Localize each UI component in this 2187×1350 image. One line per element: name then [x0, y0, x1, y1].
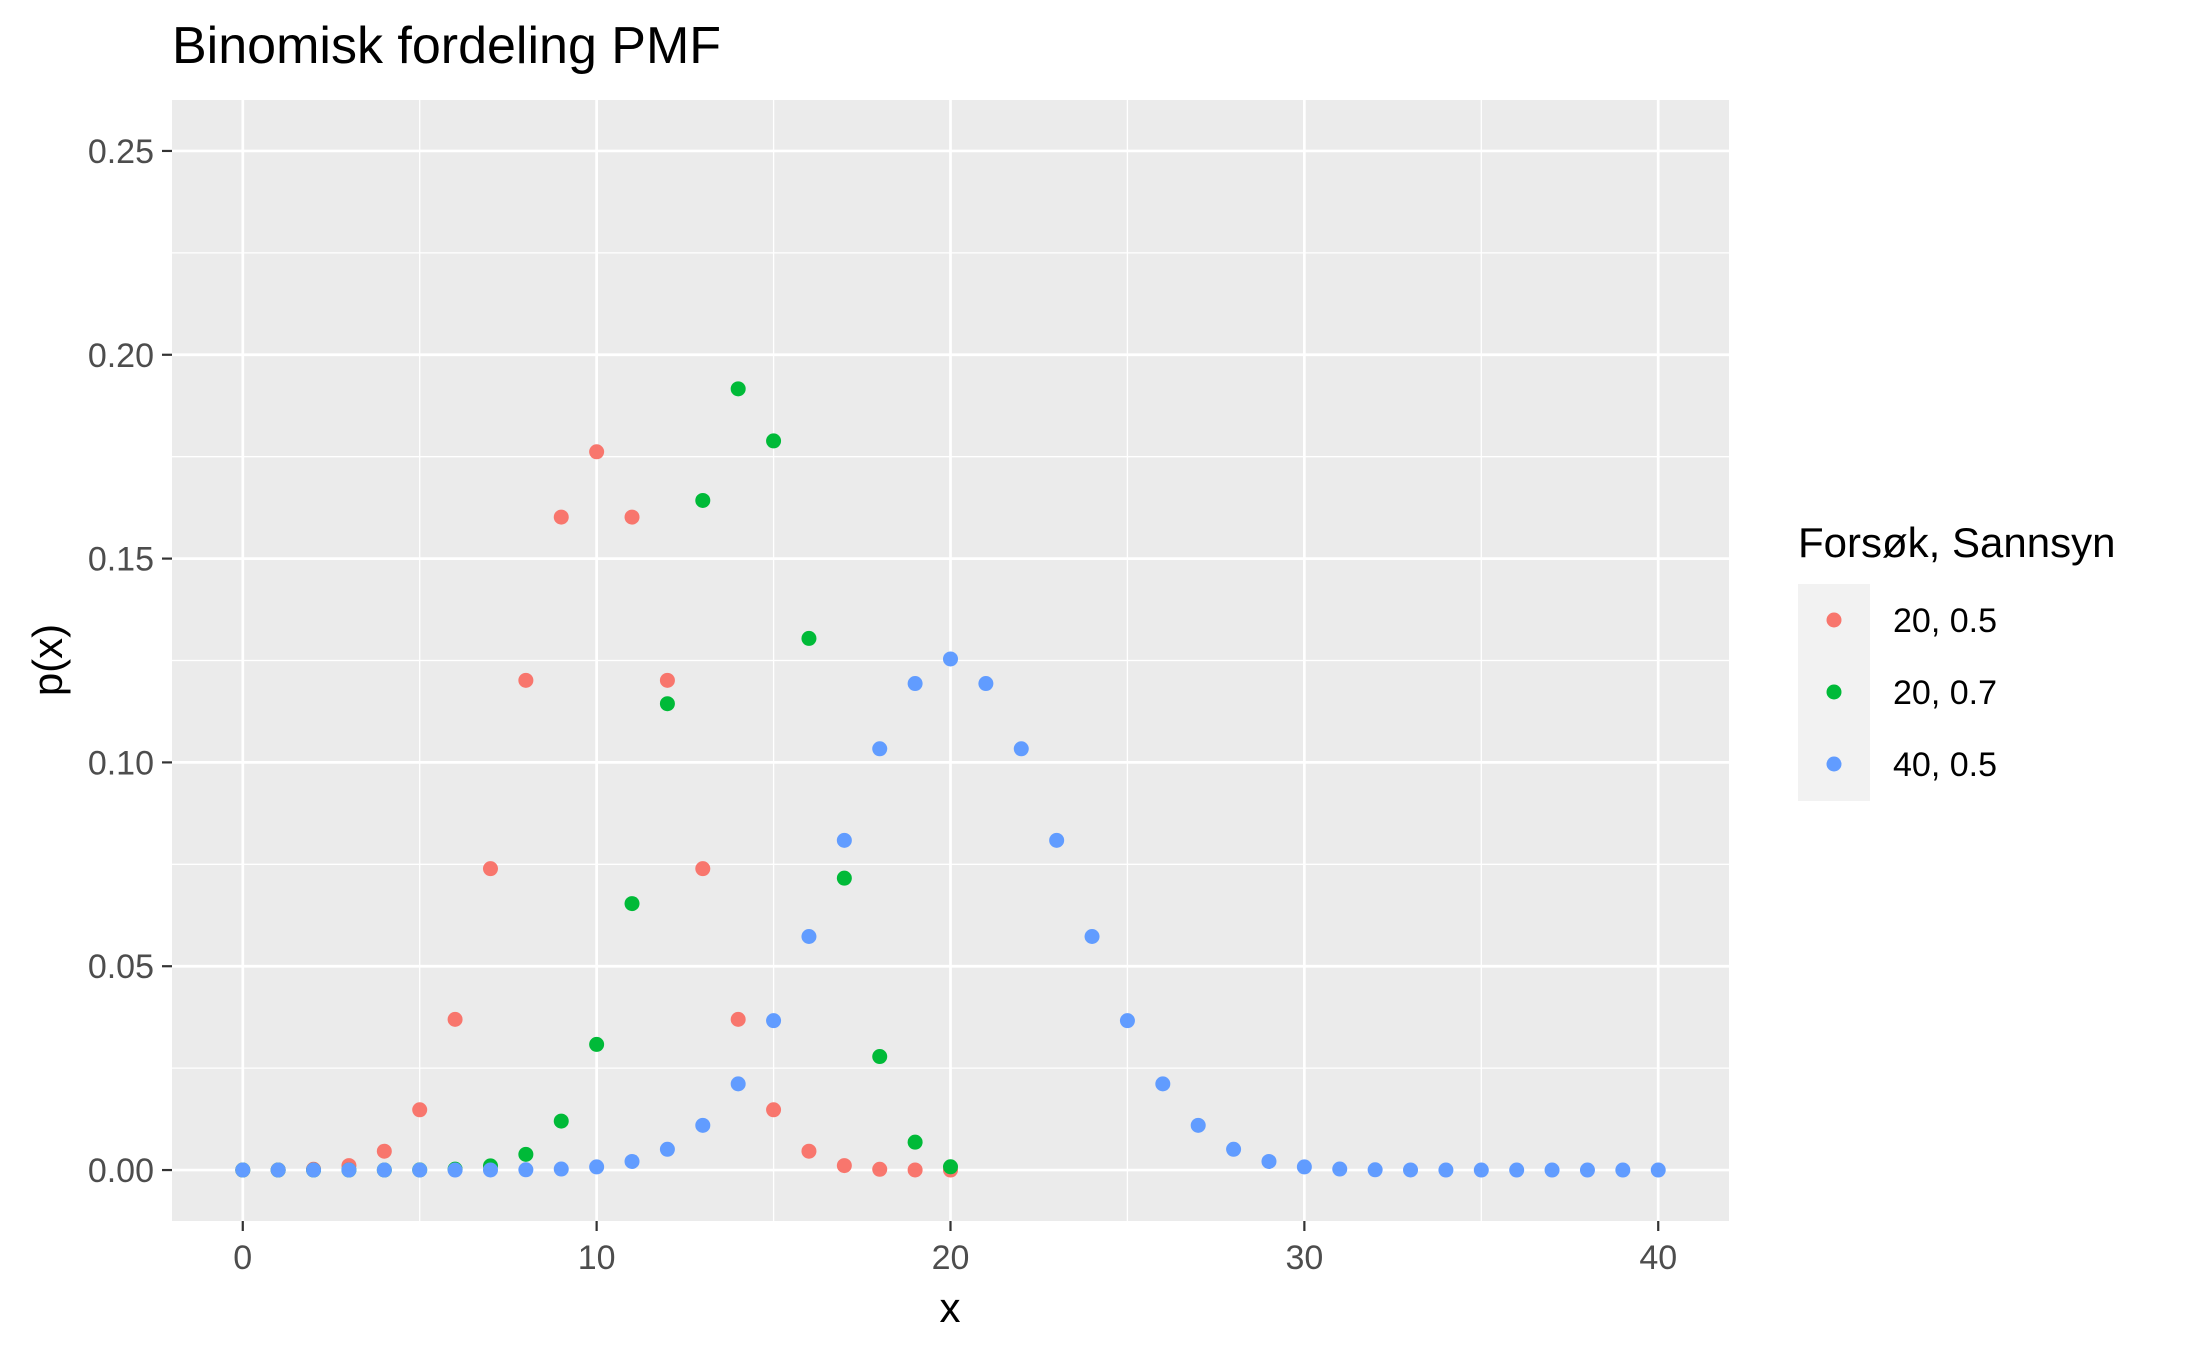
- data-point: [589, 444, 605, 460]
- data-point: [801, 1143, 817, 1159]
- data-point: [907, 1134, 923, 1150]
- data-point: [836, 1158, 852, 1174]
- legend-swatch: [1826, 684, 1842, 700]
- x-tick-label: 40: [1639, 1239, 1677, 1277]
- data-point: [1403, 1162, 1419, 1178]
- data-point: [1438, 1162, 1454, 1178]
- data-point: [589, 1159, 605, 1175]
- y-tick-label: 0.00: [88, 1152, 154, 1190]
- data-point: [1579, 1162, 1595, 1178]
- data-point: [801, 630, 817, 646]
- data-point: [695, 492, 711, 508]
- data-point: [1544, 1162, 1560, 1178]
- data-points: [235, 381, 1666, 1178]
- x-tick-label: 10: [578, 1239, 616, 1277]
- data-point: [482, 861, 498, 877]
- data-point: [872, 741, 888, 757]
- data-point: [447, 1011, 463, 1027]
- legend-swatch: [1826, 756, 1842, 772]
- x-tick-label: 30: [1285, 1239, 1323, 1277]
- legend-label: 40, 0.5: [1893, 746, 1997, 784]
- x-axis: 0 10 20 30 40: [233, 1221, 1677, 1277]
- y-tick-label: 0.05: [88, 948, 154, 986]
- y-tick-label: 0.10: [88, 744, 154, 782]
- data-point: [553, 1161, 569, 1177]
- data-point: [1296, 1159, 1312, 1175]
- x-tick-label: 0: [233, 1239, 252, 1277]
- data-point: [1049, 832, 1065, 848]
- data-point: [766, 1013, 782, 1029]
- data-point: [1367, 1162, 1383, 1178]
- data-point: [659, 672, 675, 688]
- data-point: [589, 1036, 605, 1052]
- data-point: [766, 1102, 782, 1118]
- data-point: [1155, 1076, 1171, 1092]
- data-point: [730, 1076, 746, 1092]
- data-point: [624, 1153, 640, 1169]
- legend-label: 20, 0.7: [1893, 674, 1997, 712]
- data-point: [836, 870, 852, 886]
- data-point: [1084, 929, 1100, 945]
- y-tick-label: 0.15: [88, 541, 154, 579]
- data-point: [943, 651, 958, 667]
- data-point: [1261, 1153, 1277, 1169]
- data-point: [659, 696, 675, 712]
- legend-title: Forsøk, Sannsyn: [1798, 519, 2115, 566]
- data-point: [341, 1162, 357, 1178]
- data-point: [730, 1011, 746, 1027]
- data-point: [518, 1162, 534, 1178]
- data-point: [624, 896, 640, 912]
- legend-label: 20, 0.5: [1893, 602, 1997, 640]
- data-point: [553, 1113, 569, 1129]
- data-point: [270, 1162, 286, 1178]
- data-point: [907, 676, 923, 692]
- data-point: [518, 1146, 534, 1162]
- data-point: [376, 1162, 392, 1178]
- data-point: [235, 1162, 251, 1178]
- legend-swatch: [1826, 612, 1842, 628]
- data-point: [482, 1162, 498, 1178]
- data-point: [412, 1162, 428, 1178]
- chart-title: Binomisk fordeling PMF: [172, 17, 721, 75]
- data-point: [907, 1162, 923, 1178]
- data-point: [659, 1141, 675, 1157]
- data-point: [1473, 1162, 1489, 1178]
- data-point: [1332, 1161, 1348, 1177]
- y-tick-label: 0.25: [88, 133, 154, 171]
- data-point: [943, 1159, 958, 1175]
- data-point: [695, 1117, 711, 1133]
- data-point: [730, 381, 746, 397]
- data-point: [1119, 1013, 1135, 1029]
- data-point: [447, 1162, 463, 1178]
- data-point: [1509, 1162, 1525, 1178]
- data-point: [412, 1102, 428, 1118]
- data-point: [376, 1143, 392, 1159]
- legend: Forsøk, Sannsyn 20, 0.5 20, 0.7 40, 0.5: [1798, 519, 2115, 801]
- data-point: [518, 672, 534, 688]
- data-point: [1615, 1162, 1631, 1178]
- legend-items: 20, 0.5 20, 0.7 40, 0.5: [1826, 602, 1997, 784]
- data-point: [872, 1049, 888, 1065]
- data-point: [1226, 1141, 1242, 1157]
- data-point: [872, 1161, 888, 1177]
- data-point: [695, 861, 711, 877]
- data-point: [978, 676, 994, 692]
- y-axis-title: p(x): [24, 624, 71, 696]
- data-point: [766, 433, 782, 449]
- data-point: [1190, 1117, 1206, 1133]
- data-point: [306, 1162, 322, 1178]
- y-axis: 0.00 0.05 0.10 0.15 0.20 0.25: [88, 133, 172, 1190]
- data-point: [1013, 741, 1029, 757]
- data-point: [801, 929, 817, 945]
- data-point: [624, 509, 640, 525]
- x-tick-label: 20: [932, 1239, 970, 1277]
- data-point: [553, 509, 569, 525]
- data-point: [1650, 1162, 1666, 1178]
- y-tick-label: 0.20: [88, 337, 154, 375]
- data-point: [836, 832, 852, 848]
- x-axis-title: x: [940, 1284, 961, 1331]
